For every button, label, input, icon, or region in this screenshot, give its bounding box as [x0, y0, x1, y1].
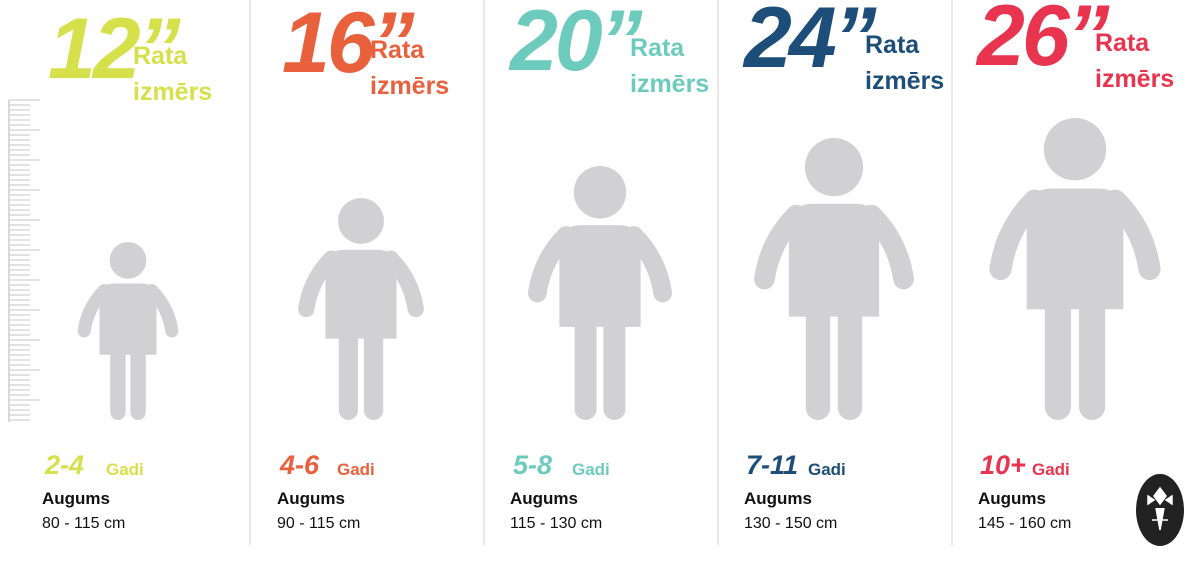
person-torso: [325, 249, 397, 339]
person-leg: [574, 309, 597, 420]
person-leg: [130, 342, 146, 420]
person-arms: [298, 250, 424, 318]
age-range: 7-11: [746, 450, 799, 480]
height-label: Augums: [510, 489, 578, 508]
wheel-label: Rata: [133, 42, 188, 70]
wheel-label: izmērs: [630, 70, 710, 98]
person-figure: [754, 138, 914, 421]
person-leg: [110, 342, 126, 420]
wheel-size: 20”: [510, 0, 643, 89]
person-arms: [754, 204, 914, 290]
person-leg: [1079, 289, 1106, 420]
age-unit: Gadi: [337, 460, 375, 479]
person-figure: [989, 118, 1161, 420]
wheel-size: 12”: [48, 1, 181, 97]
age-range: 10+: [980, 450, 1026, 480]
age-range: 4-6: [280, 450, 320, 480]
wheel-label: izmērs: [1095, 65, 1175, 93]
height-label: Augums: [42, 489, 110, 508]
person-torso: [1026, 188, 1124, 310]
height-label: Augums: [744, 489, 812, 508]
person-leg: [603, 309, 626, 420]
wheel-label: izmērs: [370, 72, 450, 100]
column-separators: [249, 0, 953, 545]
person-head: [804, 138, 864, 197]
wheel-label: Rata: [865, 31, 920, 59]
wheel-label: Rata: [1095, 29, 1150, 57]
person-arms: [77, 284, 179, 338]
person-figure: [77, 242, 179, 420]
person-torso: [788, 203, 880, 317]
age-unit: Gadi: [572, 460, 610, 479]
logo: [1136, 474, 1184, 546]
height-range: 90 - 115 cm: [277, 515, 361, 532]
person-leg: [363, 323, 384, 420]
wheel-label: izmērs: [133, 78, 213, 106]
wheel-size: 16”: [282, 0, 415, 91]
person-head: [573, 166, 627, 219]
person-head: [338, 198, 384, 244]
ruler: [8, 99, 40, 422]
person-torso: [99, 283, 157, 355]
height-range: 145 - 160 cm: [978, 515, 1072, 532]
person-leg: [837, 297, 863, 421]
person-figure: [298, 198, 424, 420]
person-head: [1043, 118, 1107, 181]
figures: [77, 118, 1161, 421]
wheel-label: izmērs: [865, 67, 945, 95]
height-label: Augums: [978, 489, 1046, 508]
age-unit: Gadi: [1032, 460, 1070, 479]
age-range: 5-8: [513, 450, 553, 480]
height-range: 130 - 150 cm: [744, 515, 838, 532]
person-torso: [559, 225, 641, 327]
person-arms: [528, 226, 672, 303]
wheel-label: Rata: [630, 34, 685, 62]
person-head: [109, 242, 147, 279]
person-arms: [989, 189, 1161, 281]
height-range: 80 - 115 cm: [42, 515, 126, 532]
age-unit: Gadi: [106, 460, 144, 479]
height-label: Augums: [277, 489, 345, 508]
person-leg: [1044, 289, 1071, 420]
person-figure: [528, 166, 672, 420]
logo-symbol: [1147, 486, 1173, 531]
wheel-size: 26”: [977, 0, 1110, 84]
height-range: 115 - 130 cm: [510, 515, 603, 532]
wheel-label: Rata: [370, 36, 425, 64]
age-range: 2-4: [45, 450, 85, 480]
age-unit: Gadi: [808, 460, 846, 479]
wheel-size: 24”: [744, 0, 877, 86]
person-leg: [805, 297, 831, 421]
person-leg: [338, 323, 359, 420]
